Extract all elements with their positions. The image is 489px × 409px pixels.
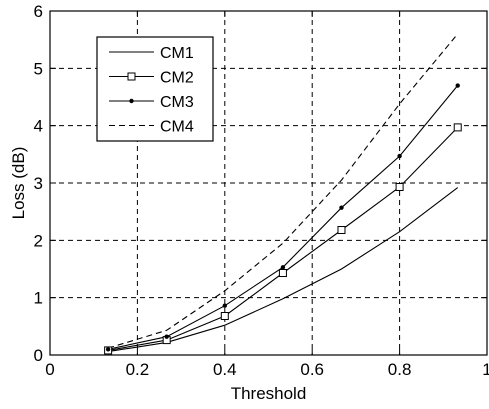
axis-ticks: 0 0.2 0.4 0.6 0.8 1 0 1 2 3 4 5 6 (34, 2, 489, 379)
x-tick-label: 0.8 (388, 360, 412, 379)
data-point-cm3 (105, 347, 111, 352)
x-axis-label: Threshold (231, 384, 307, 403)
data-point-cm2 (278, 269, 287, 278)
y-tick-label: 5 (34, 59, 43, 78)
y-tick-label: 3 (34, 174, 43, 193)
series-markers (104, 83, 462, 355)
legend-marker-cm3 (129, 98, 134, 104)
legend-label-cm2: CM2 (160, 70, 194, 87)
legend-box (96, 36, 214, 142)
legend-label-cm1: CM1 (160, 45, 194, 62)
data-point-cm2 (220, 312, 229, 321)
data-point-cm2 (337, 226, 346, 235)
series-line-cm4 (107, 33, 459, 349)
chart-legend: CM1 CM2 CM3 CM4 (96, 36, 214, 142)
data-point-cm2 (453, 123, 462, 132)
x-tick-label: 1 (482, 360, 489, 379)
legend-label-cm4: CM4 (160, 119, 194, 136)
series-line-cm2 (108, 127, 459, 351)
data-point-cm2 (395, 183, 404, 192)
data-point-cm3 (280, 265, 286, 270)
x-tick-label: 0 (45, 360, 54, 379)
grid-lines (50, 11, 487, 355)
x-tick-label: 0.6 (300, 360, 324, 379)
x-tick-label: 0.2 (126, 360, 150, 379)
data-point-cm3 (339, 205, 344, 210)
x-tick-label: 0.4 (213, 360, 237, 379)
legend-marker-cm2 (127, 72, 136, 81)
data-point-cm3 (164, 334, 169, 339)
y-tick-label: 6 (34, 2, 43, 21)
legend-label-cm3: CM3 (160, 94, 194, 111)
y-tick-label: 2 (34, 231, 43, 250)
data-point-cm3 (222, 303, 227, 308)
y-axis-label: Loss (dB) (9, 147, 28, 220)
y-tick-label: 4 (34, 117, 43, 136)
data-point-cm3 (455, 83, 460, 88)
data-point-cm3 (397, 153, 402, 159)
y-tick-label: 1 (34, 289, 43, 308)
y-tick-label: 0 (34, 346, 43, 365)
